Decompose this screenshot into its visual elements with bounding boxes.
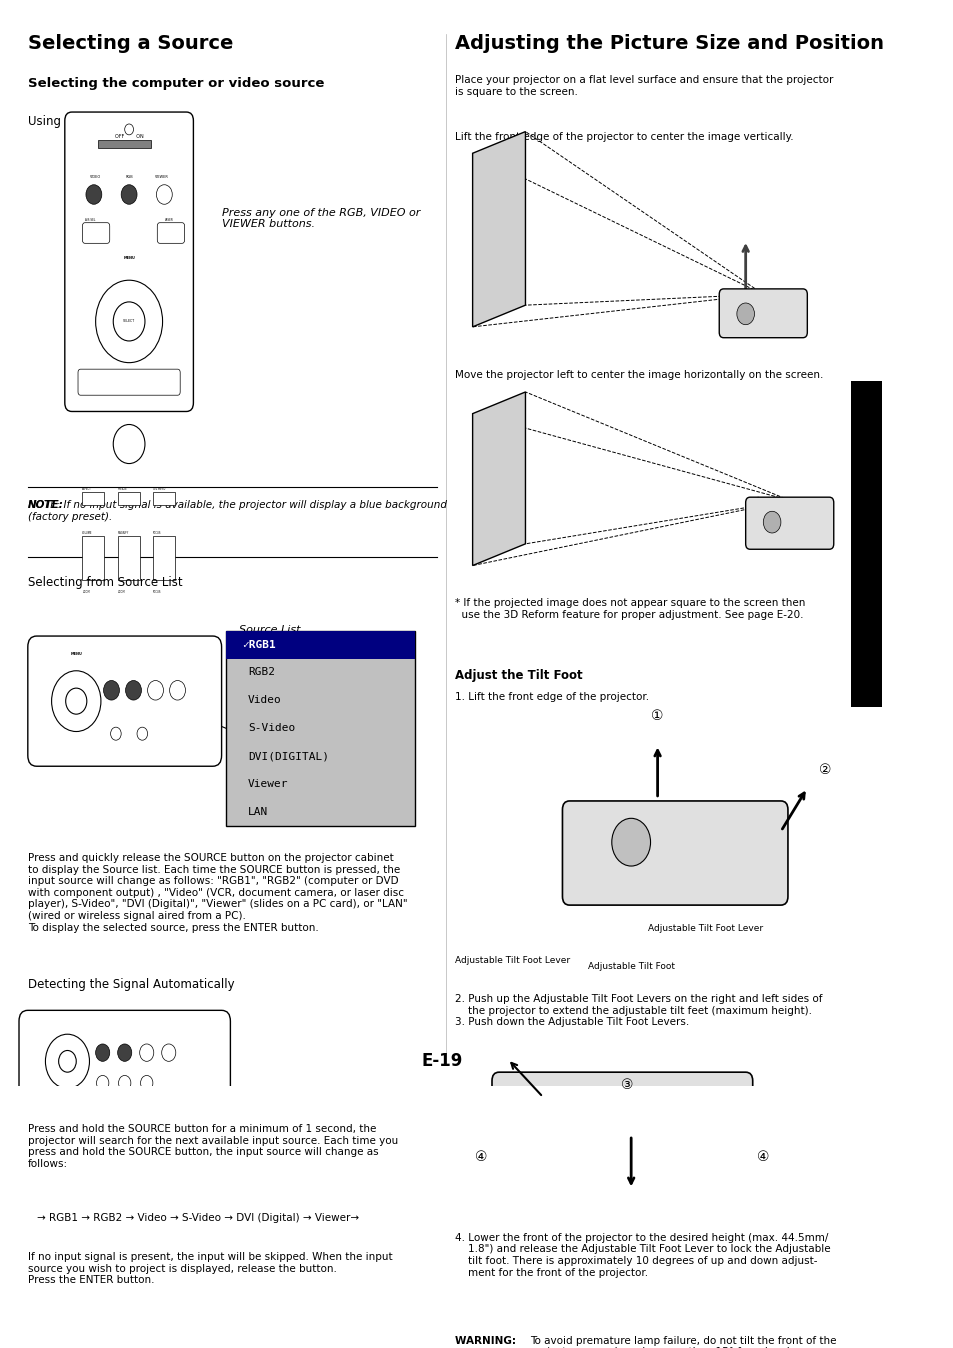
Text: Press any one of the RGB, VIDEO or
VIEWER buttons.: Press any one of the RGB, VIDEO or VIEWE…	[221, 208, 419, 229]
Text: +: +	[89, 547, 94, 553]
Text: -: -	[125, 566, 128, 573]
Text: ✓RGB1: ✓RGB1	[242, 639, 275, 650]
Text: LAN: LAN	[248, 807, 268, 817]
Text: FOCUS: FOCUS	[152, 590, 161, 594]
Text: → RGB1 → RGB2 → Video → S-Video → DVI (Digital) → Viewer→: → RGB1 → RGB2 → Video → S-Video → DVI (D…	[36, 1213, 358, 1223]
Text: +: +	[158, 547, 165, 553]
FancyBboxPatch shape	[19, 1011, 231, 1108]
Text: ZOOM: ZOOM	[82, 590, 90, 594]
FancyBboxPatch shape	[562, 801, 787, 905]
Text: 1. Lift the front edge of the projector.: 1. Lift the front edge of the projector.	[455, 693, 648, 702]
Text: To avoid premature lamp failure, do not tilt the front of the
projector up or do: To avoid premature lamp failure, do not …	[529, 1336, 836, 1348]
Text: NOTE:: NOTE:	[28, 500, 64, 511]
FancyBboxPatch shape	[492, 1072, 752, 1188]
Bar	[152, 537, 174, 580]
Polygon shape	[472, 132, 525, 326]
Text: Lift the front edge of the projector to center the image vertically.: Lift the front edge of the projector to …	[455, 132, 793, 142]
Circle shape	[95, 1043, 110, 1061]
Text: ①: ①	[651, 709, 663, 723]
Bar	[82, 537, 104, 580]
Text: RGB2: RGB2	[248, 667, 274, 678]
Circle shape	[762, 511, 781, 532]
Text: ④: ④	[757, 1150, 769, 1163]
Bar	[152, 492, 174, 504]
Circle shape	[736, 303, 754, 325]
Bar	[850, 381, 882, 706]
Text: ②: ②	[818, 763, 830, 776]
Text: E-19: E-19	[420, 1051, 462, 1070]
FancyBboxPatch shape	[745, 497, 833, 549]
Circle shape	[550, 1100, 588, 1148]
Text: A/S SEL: A/S SEL	[85, 218, 95, 222]
Text: Adjustable Tilt Foot Lever: Adjustable Tilt Foot Lever	[647, 923, 762, 933]
Bar	[28, 1202, 433, 1232]
Text: VOLUME: VOLUME	[82, 531, 92, 535]
FancyBboxPatch shape	[82, 222, 110, 244]
FancyBboxPatch shape	[78, 369, 180, 395]
Text: SELECT: SELECT	[123, 319, 135, 324]
Text: ASPECT: ASPECT	[82, 488, 92, 492]
Text: ③: ③	[619, 1077, 633, 1092]
Text: If no input signal is present, the input will be skipped. When the input
source : If no input signal is present, the input…	[28, 1252, 392, 1286]
Text: NOTE: If no input signal is available, the projector will display a blue backgro: NOTE: If no input signal is available, t…	[28, 500, 446, 522]
Text: VIDEO: VIDEO	[90, 175, 100, 179]
Bar	[98, 140, 151, 148]
Text: Selecting a Source: Selecting a Source	[28, 34, 233, 53]
Text: DVI(DIGITAL): DVI(DIGITAL)	[248, 751, 329, 762]
Text: Using the Remote Control: Using the Remote Control	[28, 116, 180, 128]
FancyBboxPatch shape	[157, 222, 184, 244]
Bar	[226, 631, 415, 826]
Text: MENU: MENU	[123, 256, 135, 260]
Bar	[117, 537, 139, 580]
Bar	[82, 492, 104, 504]
Text: Adjusting the Picture Size and Position: Adjusting the Picture Size and Position	[455, 34, 883, 53]
Circle shape	[104, 681, 119, 700]
Text: +: +	[123, 547, 130, 553]
Text: OFF        ON: OFF ON	[114, 133, 143, 139]
Text: FOCUS: FOCUS	[152, 531, 161, 535]
FancyBboxPatch shape	[28, 636, 221, 766]
Text: Place your projector on a flat level surface and ensure that the projector
is sq: Place your projector on a flat level sur…	[455, 75, 833, 97]
Text: G/L MENU: G/L MENU	[152, 488, 165, 492]
Text: VIEWER: VIEWER	[154, 175, 169, 179]
Text: Press and hold the SOURCE button for a minimum of 1 second, the
projector will s: Press and hold the SOURCE button for a m…	[28, 1124, 397, 1169]
Text: Video: Video	[248, 696, 281, 705]
Text: Selecting from Source List: Selecting from Source List	[28, 577, 182, 589]
Text: Detecting the Signal Automatically: Detecting the Signal Automatically	[28, 977, 234, 991]
Circle shape	[611, 818, 650, 865]
Text: ④: ④	[475, 1150, 487, 1163]
Text: 2. Push up the Adjustable Tilt Foot Levers on the right and left sides of
    th: 2. Push up the Adjustable Tilt Foot Leve…	[455, 993, 821, 1027]
Bar	[226, 631, 415, 659]
Text: ZOOM: ZOOM	[117, 590, 125, 594]
Text: -: -	[160, 566, 163, 573]
Text: CANCEL: CANCEL	[149, 379, 162, 383]
Bar	[117, 492, 139, 504]
Text: FREEZE: FREEZE	[117, 488, 128, 492]
Circle shape	[121, 185, 137, 205]
Text: 4. Lower the front of the projector to the desired height (max. 44.5mm/
    1.8": 4. Lower the front of the projector to t…	[455, 1232, 830, 1278]
Text: Adjustable Tilt Foot Lever: Adjustable Tilt Foot Lever	[455, 956, 570, 965]
Text: MAGNIFY: MAGNIFY	[117, 531, 129, 535]
FancyBboxPatch shape	[65, 112, 193, 411]
Circle shape	[86, 185, 102, 205]
Text: Viewer: Viewer	[248, 779, 288, 789]
Polygon shape	[472, 392, 525, 566]
Text: S-Video: S-Video	[248, 724, 295, 733]
Text: Move the projector left to center the image horizontally on the screen.: Move the projector left to center the im…	[455, 371, 822, 380]
Text: WARNING:: WARNING:	[455, 1336, 519, 1345]
Circle shape	[117, 1043, 132, 1061]
Text: Adjust the Tilt Foot: Adjust the Tilt Foot	[455, 669, 582, 682]
Text: Selecting the computer or video source: Selecting the computer or video source	[28, 77, 324, 90]
Circle shape	[126, 681, 141, 700]
Text: LASER: LASER	[164, 218, 172, 222]
Text: Source List: Source List	[239, 625, 300, 635]
Text: Press and quickly release the SOURCE button on the projector cabinet
to display : Press and quickly release the SOURCE but…	[28, 853, 407, 933]
Text: Adjustable Tilt Foot: Adjustable Tilt Foot	[587, 961, 674, 971]
FancyBboxPatch shape	[719, 288, 806, 338]
Text: ENTER: ENTER	[97, 379, 108, 383]
Text: -: -	[90, 566, 92, 573]
Text: * If the projected image does not appear square to the screen then
  use the 3D : * If the projected image does not appear…	[455, 599, 804, 620]
Text: MENU: MENU	[71, 652, 82, 656]
Text: RGB: RGB	[125, 175, 132, 179]
